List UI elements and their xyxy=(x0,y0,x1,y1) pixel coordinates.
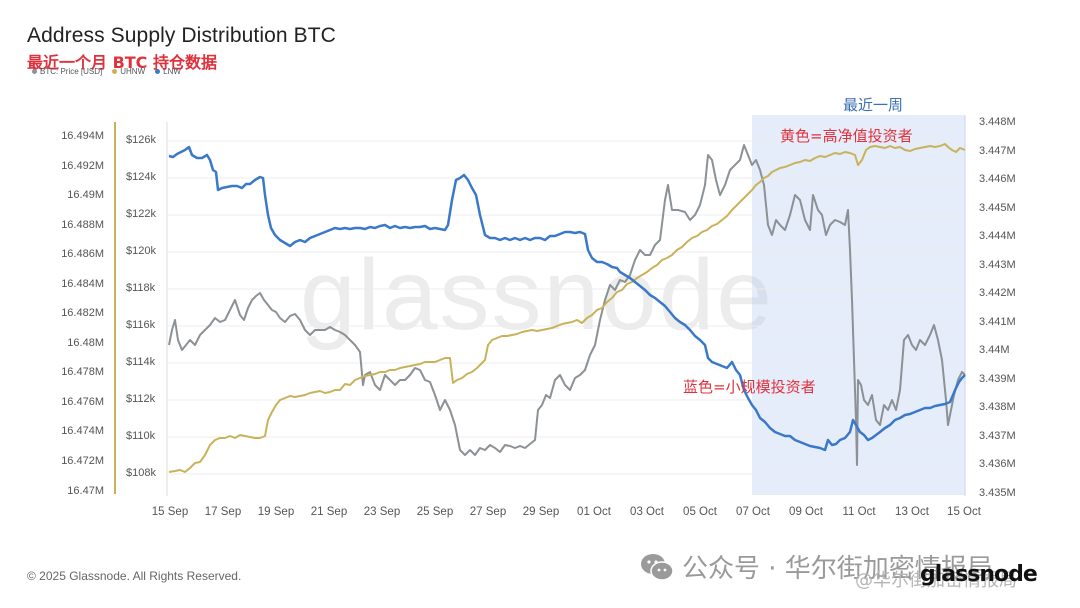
lnw-tick: 3.444M xyxy=(979,230,1016,242)
x-tick: 29 Sep xyxy=(522,506,560,518)
legend: BTC: Price [USD] UHNW LNW xyxy=(32,67,181,76)
uhnw-tick: 16.494M xyxy=(61,130,104,142)
annotation-yellow-uhnw: 黄色=高净值投资者 xyxy=(780,127,913,145)
lnw-tick: 3.436M xyxy=(979,458,1016,470)
price-tick: $118k xyxy=(126,282,156,294)
x-tick: 11 Oct xyxy=(842,506,876,518)
series-uhnw xyxy=(168,143,966,473)
x-tick: 03 Oct xyxy=(630,506,664,518)
price-tick: $114k xyxy=(126,356,156,368)
uhnw-tick: 16.488M xyxy=(61,219,104,231)
x-tick: 19 Sep xyxy=(257,506,295,518)
x-tick: 17 Sep xyxy=(204,506,242,518)
price-tick: $116k xyxy=(126,319,156,331)
uhnw-tick: 16.47M xyxy=(67,485,104,497)
price-tick: $110k xyxy=(126,430,156,442)
price-tick: $108k xyxy=(126,467,156,479)
copyright-footer: © 2025 Glassnode. All Rights Reserved. xyxy=(27,569,242,583)
lnw-tick: 3.44M xyxy=(979,344,1010,356)
glassnode-logo: glassnode xyxy=(920,562,1038,587)
x-tick: 07 Oct xyxy=(736,506,770,518)
highlight-title: 最近一周 xyxy=(843,96,904,114)
lnw-tick: 3.439M xyxy=(979,373,1016,385)
x-tick: 25 Sep xyxy=(416,506,454,518)
legend-dot-icon xyxy=(32,69,37,74)
x-tick: 27 Sep xyxy=(469,506,507,518)
lnw-tick: 3.438M xyxy=(979,401,1016,413)
x-tick: 09 Oct xyxy=(789,506,823,518)
x-tick: 15 Sep xyxy=(151,506,189,518)
x-tick: 23 Sep xyxy=(363,506,401,518)
gridlines xyxy=(168,140,965,475)
x-tick: 05 Oct xyxy=(683,506,717,518)
chart-subtitle: 最近一个月 BTC 持仓数据 xyxy=(27,53,217,72)
series-btc-price xyxy=(168,144,966,466)
legend-dot-icon xyxy=(112,69,118,74)
lnw-tick: 3.447M xyxy=(979,145,1016,157)
legend-item-lnw[interactable]: LNW xyxy=(155,67,181,76)
series-lnw xyxy=(168,145,966,452)
wechat-watermark-text: 公众号 · 华尔街加密情报局 xyxy=(682,554,993,584)
legend-dot-icon xyxy=(155,69,161,74)
uhnw-tick: 16.474M xyxy=(61,425,104,437)
uhnw-tick: 16.492M xyxy=(61,160,104,172)
lnw-tick: 3.443M xyxy=(979,259,1016,271)
lnw-tick: 3.442M xyxy=(979,287,1016,299)
uhnw-tick: 16.472M xyxy=(61,455,104,467)
uhnw-tick: 16.482M xyxy=(61,307,104,319)
x-tick: 15 Oct xyxy=(947,506,981,518)
uhnw-tick: 16.48M xyxy=(67,337,104,349)
price-tick: $124k xyxy=(126,171,156,183)
annotation-blue-lnw: 蓝色=小规模投资者 xyxy=(683,378,816,396)
legend-item-price[interactable]: BTC: Price [USD] xyxy=(32,67,102,76)
x-tick: 21 Sep xyxy=(310,506,348,518)
legend-label: BTC: Price [USD] xyxy=(40,67,103,76)
lnw-tick: 3.441M xyxy=(979,316,1016,328)
lnw-tick: 3.437M xyxy=(979,430,1016,442)
uhnw-tick: 16.484M xyxy=(61,278,104,290)
lnw-tick: 3.446M xyxy=(979,173,1016,185)
lnw-tick: 3.448M xyxy=(979,116,1016,128)
lnw-tick: 3.445M xyxy=(979,202,1016,214)
legend-label: UHNW xyxy=(120,67,146,76)
x-tick: 13 Oct xyxy=(895,506,929,518)
wechat-watermark: 公众号 · 华尔街加密情报局 xyxy=(640,548,993,585)
uhnw-tick: 16.478M xyxy=(61,366,104,378)
x-tick: 01 Oct xyxy=(577,506,611,518)
uhnw-tick: 16.486M xyxy=(61,248,104,260)
lnw-tick: 3.435M xyxy=(979,487,1016,499)
price-tick: $120k xyxy=(126,245,156,257)
price-tick: $122k xyxy=(126,208,156,220)
wechat-icon xyxy=(641,553,674,581)
chart-title: Address Supply Distribution BTC xyxy=(27,24,336,47)
weibo-watermark: @华尔街加密情报局 xyxy=(855,570,1017,591)
legend-item-uhnw[interactable]: UHNW xyxy=(112,67,145,76)
price-tick: $126k xyxy=(126,134,156,146)
legend-label: LNW xyxy=(163,67,181,76)
price-tick: $112k xyxy=(126,393,156,405)
uhnw-tick: 16.49M xyxy=(67,189,104,201)
uhnw-tick: 16.476M xyxy=(61,396,104,408)
